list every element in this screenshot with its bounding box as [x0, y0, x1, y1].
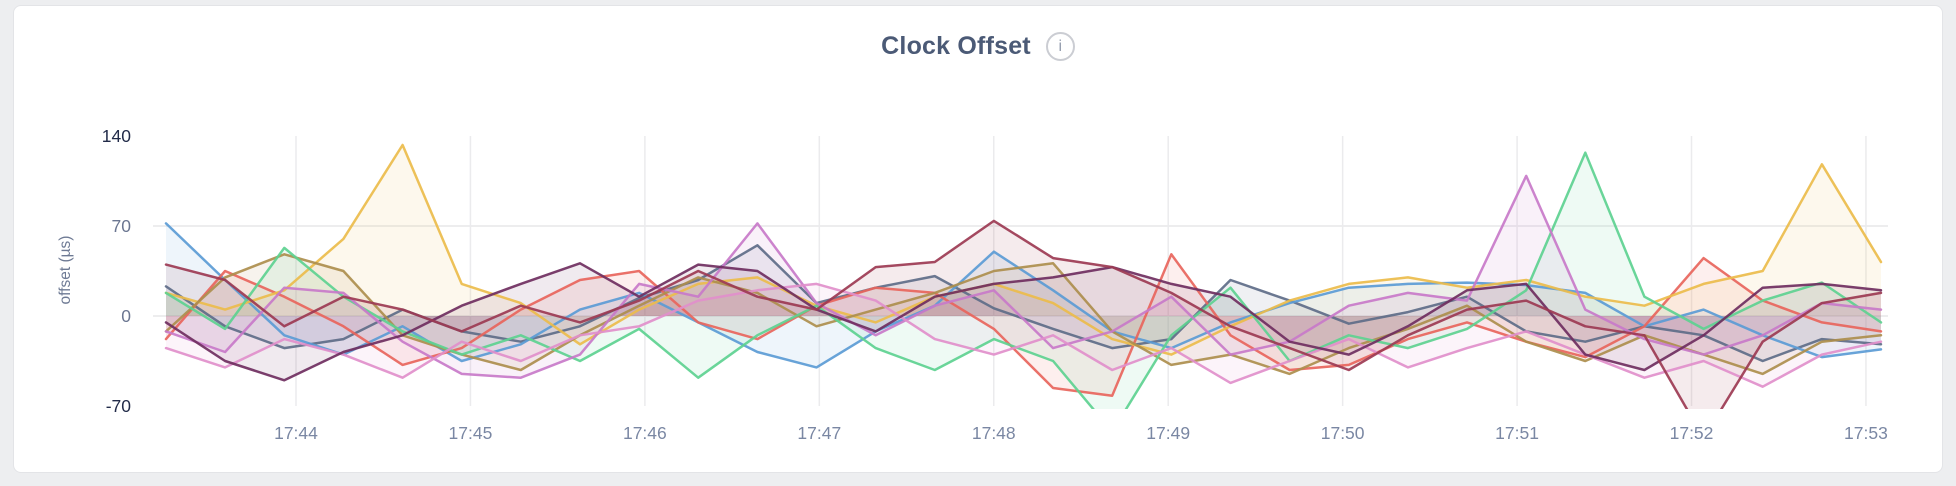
series-pink-area: [166, 283, 1881, 387]
series-coral-area: [166, 254, 1881, 396]
series-orchid-line: [164, 174, 1883, 379]
series-plum-line: [164, 262, 1883, 382]
series-maroon-line: [164, 219, 1883, 409]
x-tick-label: 17:51: [1495, 423, 1539, 443]
chart-header: Clock Offset i: [14, 32, 1942, 61]
clock-offset-card: Clock Offset i offset (µs) 17:44 17:45 17:…: [13, 5, 1943, 473]
x-tick-label: 17:44: [274, 423, 318, 443]
plot-area[interactable]: [164, 143, 1883, 438]
x-tick-label: 17:48: [972, 423, 1016, 443]
chart-svg[interactable]: 17:44 17:45 17:46 17:47 17:48 17:49 17:50 17:51…: [14, 6, 1944, 474]
x-tick-label: 17:50: [1321, 423, 1365, 443]
x-tick-label: 17:45: [449, 423, 493, 443]
x-tick-label: 17:46: [623, 423, 667, 443]
x-tick-label: 17:53: [1844, 423, 1888, 443]
series-blue-area: [166, 223, 1881, 368]
y-tick-label: -70: [106, 396, 132, 416]
series-olive-area: [166, 254, 1881, 374]
y-tick-label: 140: [102, 126, 131, 146]
y-tick-label: 70: [112, 216, 132, 236]
x-tick-label: 17:49: [1146, 423, 1190, 443]
series-gold-line: [164, 143, 1883, 356]
series-gold-area: [166, 145, 1881, 355]
y-tick-label: 0: [121, 306, 131, 326]
x-tick-label: 17:47: [797, 423, 841, 443]
series-green-line: [164, 151, 1883, 409]
series-plum-area: [166, 263, 1881, 381]
info-icon[interactable]: i: [1045, 32, 1075, 61]
chart-title: Clock Offset: [881, 32, 1031, 60]
x-tick-label: 17:52: [1670, 423, 1714, 443]
clock-offset-chart[interactable]: 17:44 17:45 17:46 17:47 17:48 17:49 17:50 17:51…: [14, 6, 1944, 474]
series-green-area: [166, 152, 1881, 409]
series-maroon-area: [166, 220, 1881, 409]
